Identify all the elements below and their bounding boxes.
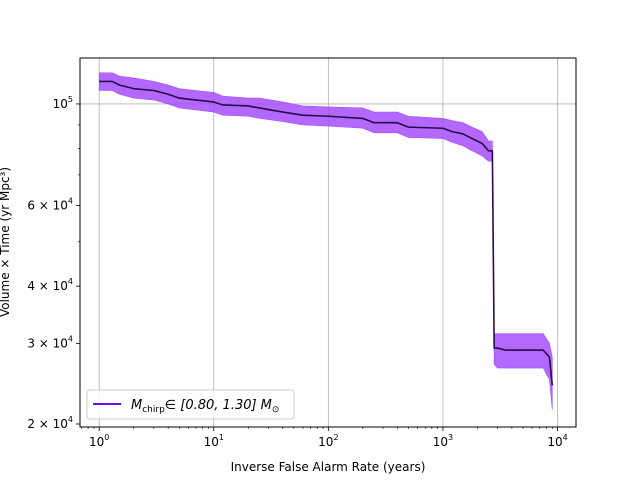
series-confidence-band — [98, 72, 553, 410]
x-tick-label: 101 — [204, 433, 224, 449]
y-axis-label: Volume × Time (yr Mpc³) — [0, 167, 12, 317]
legend-sun-symbol: ⊙ — [272, 405, 280, 415]
series-line — [99, 80, 554, 386]
legend-subscript: chirp — [142, 405, 165, 415]
y-tick-label: 6 × 104 — [27, 197, 73, 213]
x-axis-label: Inverse False Alarm Rate (years) — [231, 460, 426, 474]
legend-symbol: M — [131, 398, 142, 413]
legend-entry: Mchirp∈ [0.80, 1.30] M⊙ — [131, 398, 279, 415]
x-tick-label: 102 — [318, 433, 338, 449]
y-tick-label: 4 × 104 — [27, 277, 73, 293]
y-tick-label: 3 × 104 — [27, 334, 73, 350]
x-tick-label: 104 — [547, 433, 567, 449]
legend-box — [86, 389, 295, 420]
y-tick-label: 2 × 104 — [27, 415, 73, 431]
x-tick-label: 100 — [89, 433, 109, 449]
plot-area — [98, 72, 554, 410]
y-tick-label: 105 — [53, 95, 73, 111]
x-axis: 100 101 102 103 104 — [81, 427, 568, 449]
x-tick-label: 103 — [433, 433, 453, 449]
legend-range: ∈ [0.80, 1.30] M — [165, 398, 272, 413]
y-axis: 2 × 104 3 × 104 4 × 104 6 × 104 105 — [27, 95, 80, 431]
legend: Mchirp∈ [0.80, 1.30] M⊙ — [86, 389, 295, 420]
